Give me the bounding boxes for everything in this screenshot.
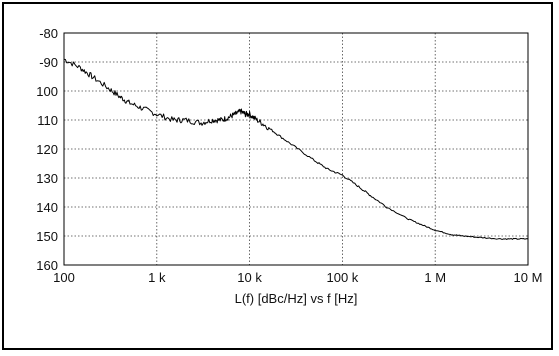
x-axis-label: L(f) [dBc/Hz] vs f [Hz] (235, 291, 358, 306)
y-tick-label: 150 (36, 229, 58, 244)
x-tick-label: 100 (53, 270, 75, 285)
x-tick-label: 10 k (237, 270, 262, 285)
y-tick-label: 120 (36, 142, 58, 157)
series-line (63, 58, 529, 240)
y-tick-label: 160 (36, 258, 58, 273)
chart-frame: -80 -90 100 110 120 130 140 150 160 100 1 k 10 k 100… (2, 2, 553, 350)
grid (64, 33, 528, 265)
y-tick-label: 130 (36, 171, 58, 186)
y-tick-label: 140 (36, 200, 58, 215)
y-tick-label: -80 (39, 26, 58, 41)
y-tick-label: -90 (39, 55, 58, 70)
series-layer (63, 58, 529, 240)
axes (63, 32, 529, 266)
x-tick-label: 100 k (326, 270, 358, 285)
x-tick-label: 10 M (514, 270, 543, 285)
plot-border (63, 32, 529, 266)
y-tick-label: 100 (36, 84, 58, 99)
x-tick-label: 1 M (424, 270, 446, 285)
x-tick-label: 1 k (148, 270, 166, 285)
y-tick-label: 110 (37, 113, 58, 128)
